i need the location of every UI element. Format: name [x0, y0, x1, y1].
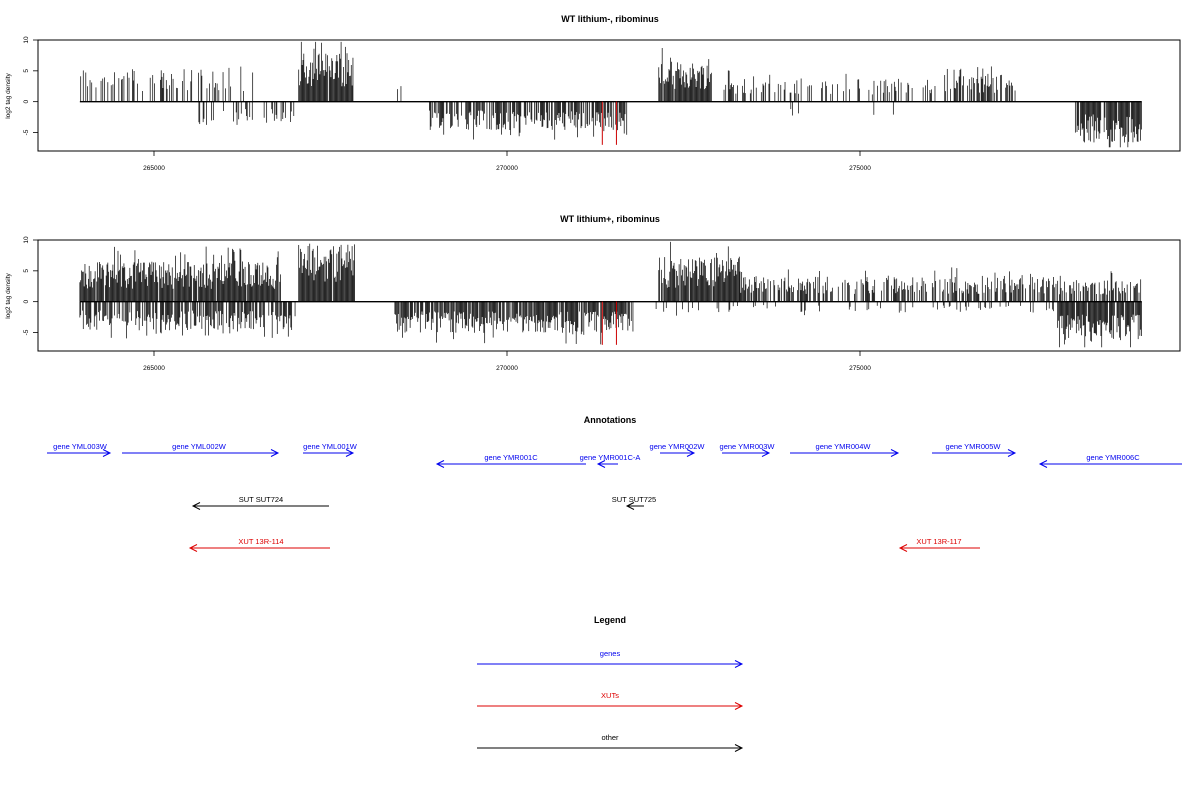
annotation-gene: gene YMR004W	[790, 442, 900, 457]
annotation-other: SUT SUT724	[191, 495, 329, 510]
annotation-label: XUT 13R-114	[238, 537, 283, 546]
annotation-gene: gene YMR003W	[720, 442, 776, 457]
arrow-head	[734, 744, 744, 752]
legend-entry-xut: XUTs	[477, 691, 744, 710]
annotation-xut: XUT 13R-117	[898, 537, 980, 552]
x-tick-label: 270000	[496, 365, 518, 372]
x-ticks: 265000 270000 275000	[143, 350, 871, 372]
annotation-label: gene YMR005W	[946, 442, 1002, 451]
panel-title: WT lithium-, ribominus	[561, 14, 659, 24]
y-tick-label: -5	[23, 129, 30, 135]
annotation-other: SUT SUT725	[612, 495, 656, 510]
panel-lithium-plus: WT lithium+, ribominus log2 tag density …	[5, 214, 1181, 372]
annotation-label: gene YML003W	[53, 442, 108, 451]
annotation-label: gene YMR003W	[720, 442, 776, 451]
arrow-head	[734, 660, 744, 668]
y-tick-label: 5	[23, 69, 30, 73]
y-tick-label: 5	[23, 269, 30, 273]
annotation-label: gene YMR004W	[816, 442, 872, 451]
x-tick-label: 265000	[143, 365, 165, 372]
y-tick-label: 0	[23, 99, 30, 103]
y-tick-label: 0	[23, 299, 30, 303]
arrow-head	[734, 702, 744, 710]
legend-entry-gene: genes	[477, 649, 744, 668]
arrow-head	[188, 544, 198, 552]
annotation-label: SUT SUT725	[612, 495, 656, 504]
arrow-head	[191, 502, 201, 510]
annotations-title: Annotations	[584, 415, 637, 425]
annotation-label: gene YMR001C	[484, 453, 538, 462]
density-bars	[79, 241, 1142, 348]
x-tick-label: 275000	[849, 365, 871, 372]
annotation-label: gene YML002W	[172, 442, 227, 451]
y-tick-label: -5	[23, 329, 30, 335]
y-axis-label: log2 tag density	[5, 72, 12, 118]
y-axis-label: log2 tag density	[5, 272, 12, 318]
x-tick-label: 275000	[849, 165, 871, 172]
annotation-gene: gene YMR006C	[1038, 453, 1182, 468]
annotation-gene: gene YML001W	[303, 442, 358, 457]
annotation-xut: XUT 13R-114	[188, 537, 330, 552]
arrow-head	[1007, 449, 1017, 457]
legend-title: Legend	[594, 615, 626, 625]
arrow-head	[625, 502, 635, 510]
arrow-head	[761, 449, 771, 457]
annotation-gene: gene YMR001C-A	[580, 453, 641, 468]
annotation-gene: gene YML003W	[47, 442, 112, 457]
arrow-head	[898, 544, 908, 552]
legend-label: XUTs	[601, 691, 619, 700]
panel-title: WT lithium+, ribominus	[560, 214, 660, 224]
y-ticks: -5 0 5 10	[23, 236, 39, 335]
density-bars	[79, 41, 1142, 148]
y-ticks: -5 0 5 10	[23, 36, 39, 135]
annotation-gene: gene YMR002W	[650, 442, 706, 457]
legend-entry-other: other	[477, 733, 744, 752]
annotation-label: gene YML001W	[303, 442, 358, 451]
y-tick-label: 10	[23, 36, 30, 44]
x-ticks: 265000 270000 275000	[143, 150, 871, 172]
legend-label: genes	[600, 649, 621, 658]
x-tick-label: 265000	[143, 165, 165, 172]
legend-label: other	[601, 733, 619, 742]
arrow-head	[1038, 460, 1048, 468]
arrow-head	[102, 449, 112, 457]
arrow-head	[686, 449, 696, 457]
annotation-label: gene YMR006C	[1086, 453, 1140, 462]
annotation-gene: gene YML002W	[122, 442, 280, 457]
arrow-head	[435, 460, 445, 468]
annotation-gene: gene YMR005W	[932, 442, 1017, 457]
panel-lithium-minus: WT lithium-, ribominus log2 tag density …	[5, 14, 1181, 172]
annotation-label: gene YMR001C-A	[580, 453, 641, 462]
arrow-head	[270, 449, 280, 457]
arrow-head	[596, 460, 606, 468]
arrow-head	[345, 449, 355, 457]
x-tick-label: 270000	[496, 165, 518, 172]
annotation-label: XUT 13R-117	[916, 537, 961, 546]
y-tick-label: 10	[23, 236, 30, 244]
annotation-label: SUT SUT724	[239, 495, 283, 504]
annotation-label: gene YMR002W	[650, 442, 706, 451]
annotation-gene: gene YMR001C	[435, 453, 586, 468]
annotations-track: Annotations gene YML003W gene YML002W gene…	[47, 415, 1182, 552]
arrow-head	[890, 449, 900, 457]
legend: Legend genes XUTs other	[477, 615, 744, 752]
